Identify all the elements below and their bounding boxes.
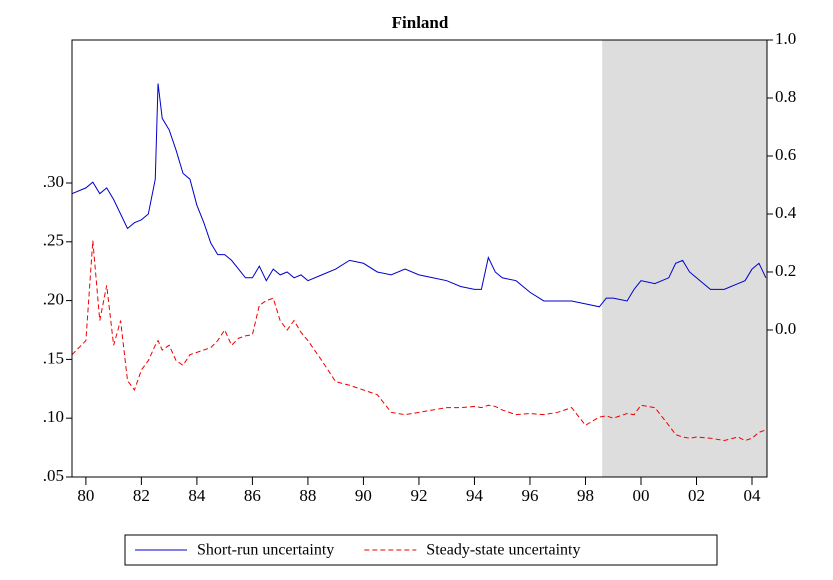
x-tick-label: 94 <box>466 486 484 505</box>
chart-title: Finland <box>392 13 449 32</box>
y-tick-label: .30 <box>43 172 64 191</box>
y-tick-label: .20 <box>43 290 64 309</box>
y-tick-label: .10 <box>43 407 64 426</box>
y-tick-label: .15 <box>43 348 64 367</box>
x-tick-label: 92 <box>410 486 427 505</box>
y2-tick-label: 1.0 <box>775 29 796 48</box>
x-tick-label: 88 <box>299 486 316 505</box>
y2-tick-label: 0.0 <box>775 319 796 338</box>
y2-tick-label: 0.4 <box>775 203 797 222</box>
legend-label: Steady-state uncertainty <box>426 542 580 559</box>
y2-tick-label: 0.2 <box>775 261 796 280</box>
x-tick-label: 02 <box>688 486 705 505</box>
x-tick-label: 80 <box>77 486 94 505</box>
y-tick-label: .05 <box>43 466 64 485</box>
series-line <box>71 83 767 308</box>
x-tick-label: 90 <box>355 486 372 505</box>
legend-box <box>124 534 718 566</box>
y2-tick-label: 0.8 <box>775 87 796 106</box>
y-tick-label: .25 <box>43 231 64 250</box>
x-tick-label: 86 <box>244 486 261 505</box>
x-tick-label: 84 <box>188 486 206 505</box>
x-tick-label: 96 <box>521 486 538 505</box>
x-tick-label: 04 <box>744 486 762 505</box>
x-tick-label: 98 <box>577 486 594 505</box>
x-tick-label: 00 <box>632 486 649 505</box>
x-tick-label: 82 <box>133 486 150 505</box>
shaded-region <box>602 40 767 477</box>
plot-frame <box>71 39 768 478</box>
y2-tick-label: 0.6 <box>775 145 796 164</box>
legend-label: Short-run uncertainty <box>197 542 334 559</box>
series-line <box>71 240 767 442</box>
